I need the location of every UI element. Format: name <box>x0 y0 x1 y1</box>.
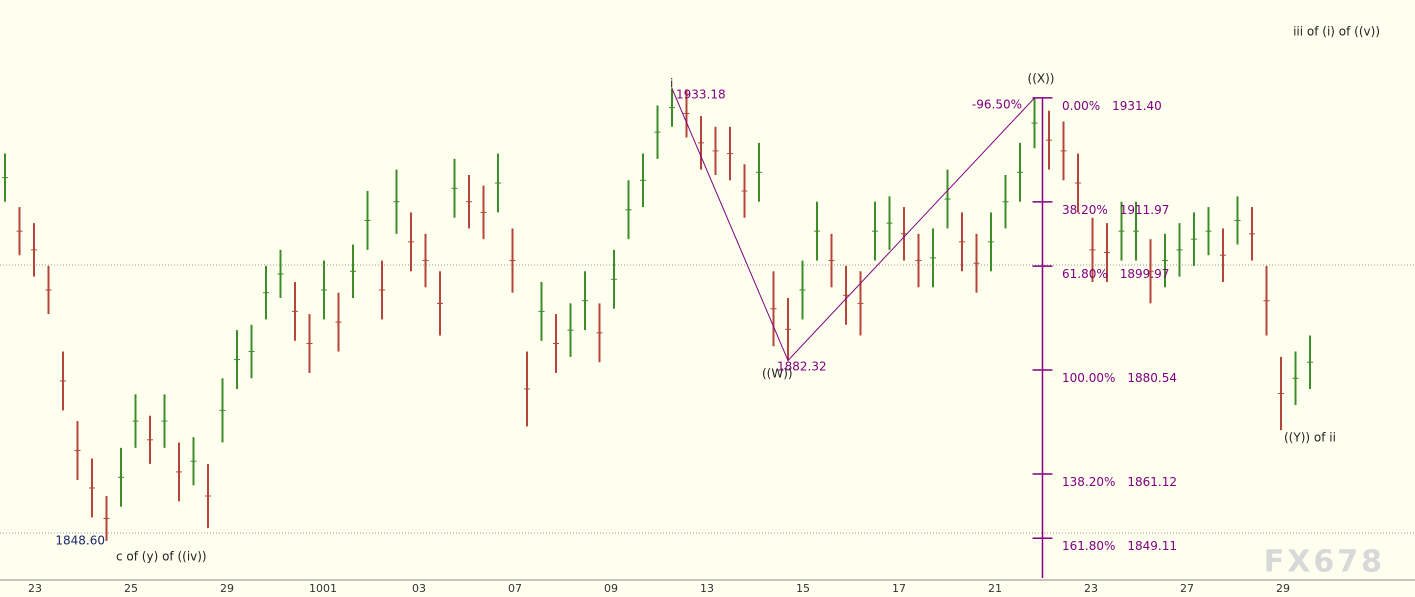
x-tick-label: 23 <box>1084 582 1098 595</box>
fib-price: 1849.11 <box>1127 539 1177 553</box>
fib-price: 1931.40 <box>1112 98 1162 112</box>
fib-label: 61.80% 1899.97 <box>1062 267 1169 281</box>
x-tick-label: 1001 <box>309 582 337 595</box>
annotation: 1882.32 <box>777 360 827 374</box>
fib-pct: 138.20% <box>1062 474 1115 488</box>
x-tick-label: 29 <box>1276 582 1290 595</box>
x-tick-label: 07 <box>508 582 522 595</box>
fib-label: 38.20% 1911.97 <box>1062 202 1169 216</box>
annotation: ((Y)) of ii <box>1284 431 1336 445</box>
annotation: 1933.18 <box>676 88 726 102</box>
x-tick-label: 13 <box>700 582 714 595</box>
fib-price: 1861.12 <box>1127 474 1177 488</box>
annotation: ((W)) <box>762 367 793 381</box>
fib-label: 100.00% 1880.54 <box>1062 371 1177 385</box>
fib-price: 1911.97 <box>1120 202 1170 216</box>
fib-pct: 38.20% <box>1062 202 1108 216</box>
x-tick-label: 17 <box>892 582 906 595</box>
fib-price: 1880.54 <box>1127 371 1177 385</box>
annotation: 1848.60 <box>55 534 105 548</box>
annotation: c of (y) of ((iv)) <box>116 550 207 564</box>
x-tick-label: 25 <box>124 582 138 595</box>
fib-label: 138.20% 1861.12 <box>1062 474 1177 488</box>
watermark: FX678 <box>1264 545 1385 580</box>
x-tick-label: 03 <box>412 582 426 595</box>
annotation: iii of (i) of ((v)) <box>1293 25 1380 39</box>
overlay: 0.00% 1931.40 38.20% 1911.97 61.80% 1899.97 10… <box>671 88 1177 578</box>
fib-pct: 0.00% <box>1062 98 1100 112</box>
x-tick-label: 09 <box>604 582 618 595</box>
fib-pct: 161.80% <box>1062 539 1115 553</box>
annotation: i <box>670 77 673 91</box>
annotation: ((X)) <box>1028 72 1055 86</box>
fib-label: 0.00% 1931.40 <box>1062 98 1162 112</box>
x-tick-label: 27 <box>1180 582 1194 595</box>
annotation: -96.50% <box>972 98 1022 112</box>
x-tick-label: 23 <box>28 582 42 595</box>
x-tick-label: 15 <box>796 582 810 595</box>
x-tick-label: 21 <box>988 582 1002 595</box>
wave-line <box>671 88 1035 362</box>
fib-pct: 100.00% <box>1062 371 1115 385</box>
x-tick-label: 29 <box>220 582 234 595</box>
fib-label: 161.80% 1849.11 <box>1062 539 1177 553</box>
fib-price: 1899.97 <box>1120 267 1170 281</box>
bars <box>2 88 1313 541</box>
fib-pct: 61.80% <box>1062 267 1108 281</box>
